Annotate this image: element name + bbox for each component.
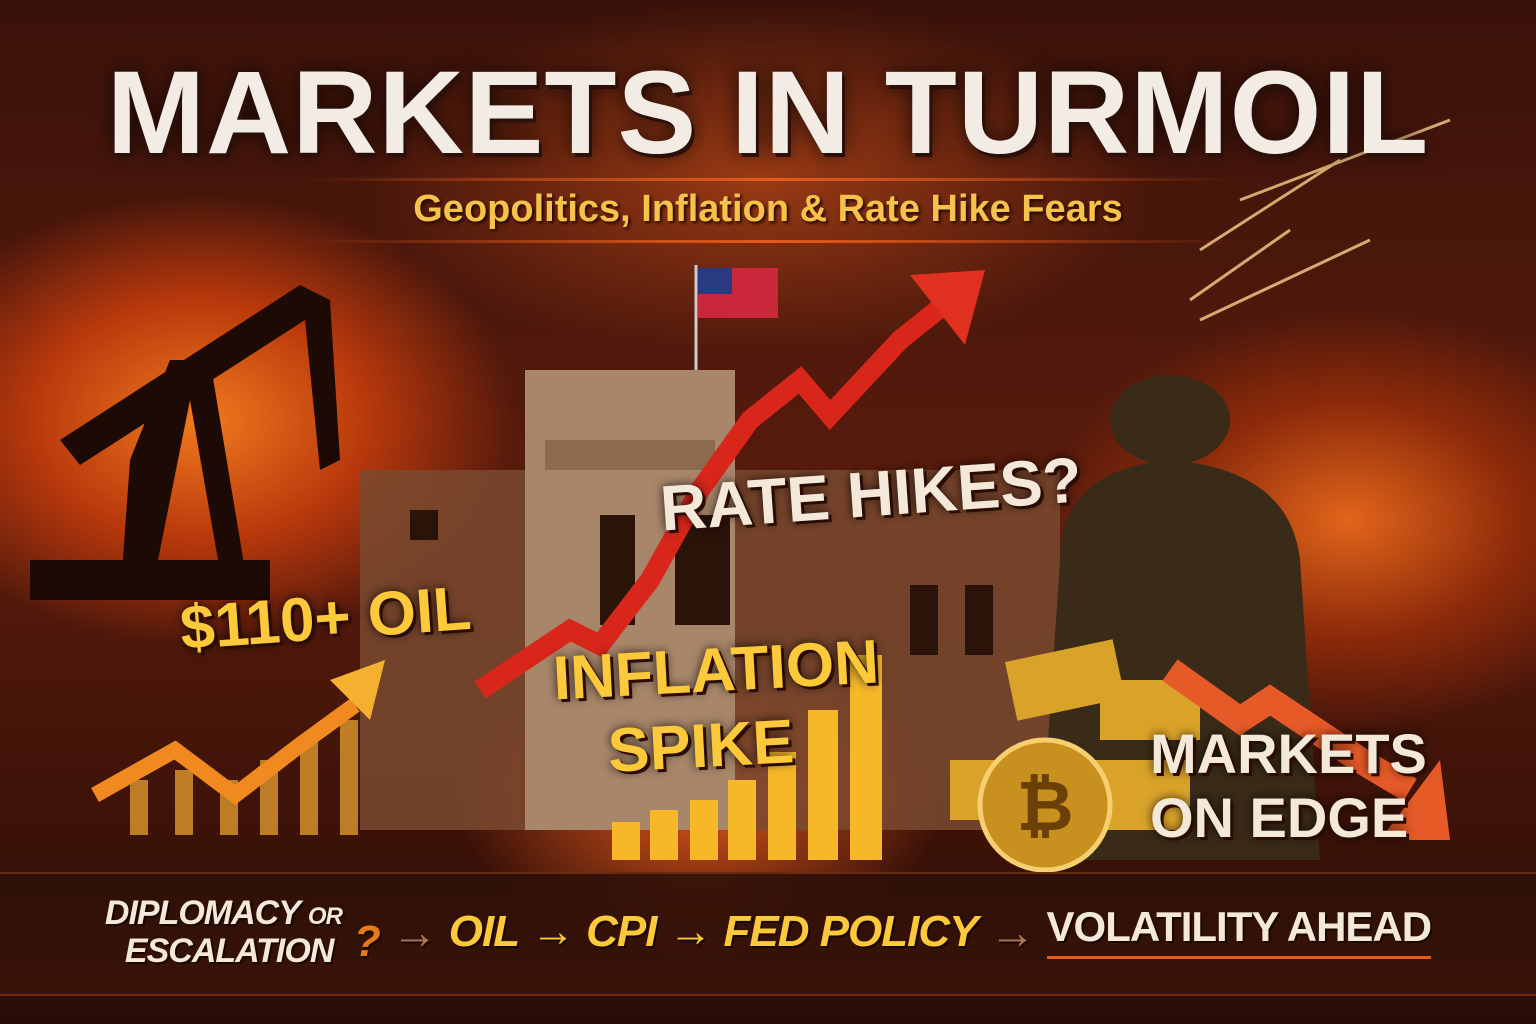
arrow-icon: → bbox=[668, 907, 712, 956]
arrow-icon: → bbox=[989, 906, 1036, 958]
title-divider bbox=[300, 178, 1240, 181]
page-title: MARKETS IN TURMOIL bbox=[106, 47, 1430, 179]
markets-down-arrow-icon bbox=[1162, 659, 1417, 802]
escalation-text: ESCALATION bbox=[124, 932, 334, 970]
oil-pump-jack-icon bbox=[30, 285, 340, 600]
markets-callout-line2: ON EDGE bbox=[1150, 786, 1409, 849]
subtitle-divider bbox=[300, 240, 1240, 243]
fed-policy-step: FED POLICY bbox=[723, 907, 978, 956]
oil-step: OIL bbox=[448, 907, 520, 956]
subtitle: Geopolitics, Inflation & Rate Hike Fears bbox=[413, 188, 1123, 230]
missile-trails bbox=[1189, 118, 1451, 322]
oil-up-arrow-icon bbox=[91, 698, 360, 806]
markets-callout-line1: MARKETS bbox=[1150, 722, 1427, 785]
bottom-bar bbox=[0, 872, 1536, 996]
arrow-icon: → bbox=[531, 907, 575, 956]
arrow-icon: → bbox=[391, 906, 438, 958]
or-text: OR bbox=[307, 903, 343, 930]
bitcoin-coin-icon: ₿ bbox=[977, 737, 1113, 873]
diplomacy-text: DIPLOMACY bbox=[104, 894, 301, 932]
svg-text:₿: ₿ bbox=[1016, 765, 1073, 847]
cpi-step: CPI bbox=[586, 907, 657, 956]
rate-hike-arrow-icon bbox=[474, 292, 957, 699]
bottom-bar-flow: DIPLOMACY OR ESCALATION ? → OIL → CPI → … bbox=[0, 872, 1536, 992]
inflation-callout-line2: SPIKE bbox=[606, 707, 796, 786]
question-mark: ? bbox=[353, 917, 381, 966]
inflation-bar-chart bbox=[612, 655, 882, 860]
diplomacy-escalation-group: DIPLOMACY OR ESCALATION bbox=[104, 894, 343, 970]
volatility-ahead-text: VOLATILITY AHEAD bbox=[1046, 905, 1432, 959]
inflation-callout-line1: INFLATION bbox=[551, 627, 881, 714]
